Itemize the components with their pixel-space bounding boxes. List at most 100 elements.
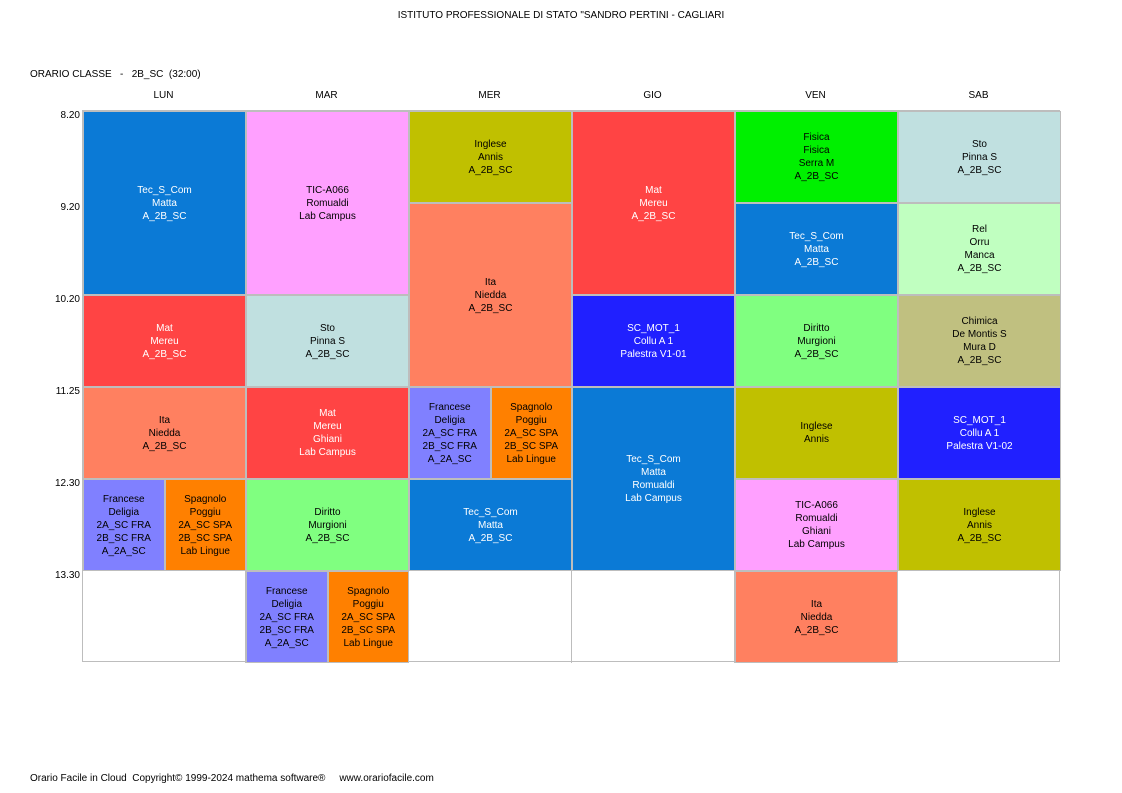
lesson-detail: Ghiani: [802, 526, 831, 537]
timetable-grid: Tec_S_Com Matta A_2B_SC Mat Mereu A_2B_SC Ita N…: [82, 110, 1061, 663]
lesson-detail: Matta: [640, 467, 666, 478]
lesson-cell: Tec_S_Com Matta A_2B_SC: [409, 479, 572, 571]
day-header: GIO: [643, 90, 662, 101]
lesson-cell: Fisica Fisica Serra M A_2B_SC: [735, 111, 898, 203]
lesson-subject: Spagnolo: [184, 493, 227, 505]
class-title: ORARIO CLASSE - 2B_SC (32:00): [30, 69, 201, 80]
lesson-detail: Lab Campus: [299, 447, 356, 458]
time-label: 11.25: [55, 386, 80, 397]
lesson-cell: SC_MOT_1 Collu A 1 Palestra V1-02: [898, 387, 1061, 479]
lesson-detail: Murgioni: [797, 335, 836, 347]
lesson-cell: Spagnolo Poggiu 2A_SC SPA 2B_SC SPA Lab Ling…: [164, 479, 246, 571]
lesson-cell: Diritto Murgioni A_2B_SC: [735, 295, 898, 387]
lesson-cell: Inglese Annis A_2B_SC: [409, 111, 572, 203]
school-title: ISTITUTO PROFESSIONALE DI STATO "SANDRO …: [397, 10, 725, 21]
lesson-detail: Annis: [966, 519, 992, 531]
lesson-detail: A_2B_SC: [142, 210, 187, 222]
lesson-detail: Pinna S: [309, 335, 345, 347]
lesson-detail: Matta: [803, 243, 829, 255]
lesson-subject: Diritto: [803, 322, 830, 334]
lesson-detail: Matta: [477, 519, 503, 531]
lesson-detail: Serra M: [798, 158, 835, 169]
lesson-cell: Tec_S_Com Matta A_2B_SC: [83, 111, 246, 295]
lesson-detail: Mura D: [963, 342, 996, 353]
lesson-detail: Deligia: [108, 506, 140, 518]
lesson-detail: Manca: [964, 250, 995, 261]
lesson-detail: Palestra V1-02: [946, 440, 1013, 452]
lesson-detail: Mereu: [639, 197, 668, 209]
day-header: SAB: [968, 90, 989, 101]
lesson-detail: Orru: [969, 237, 990, 248]
lesson-detail: Lab Campus: [299, 210, 356, 222]
lesson-detail: Romualdi: [306, 197, 349, 209]
lesson-detail: Niedda: [148, 427, 181, 439]
lesson-detail: Annis: [803, 434, 829, 445]
lesson-cell: Inglese Annis A_2B_SC: [898, 479, 1061, 571]
lesson-detail: A_2B_SC: [631, 210, 676, 222]
lesson-subject: Francese: [102, 493, 145, 505]
lesson-detail: Collu A 1: [633, 335, 674, 347]
lesson-cell: Francese Deligia 2A_SC FRA 2B_SC FRA A_2A_SC: [83, 479, 165, 571]
lesson-detail: Collu A 1: [959, 427, 1000, 439]
lesson-detail: 2B_SC SPA: [504, 440, 559, 452]
lesson-subject: Mat: [319, 408, 336, 419]
lesson-detail: A_2B_SC: [957, 355, 1002, 366]
lesson-subject: Sto: [971, 138, 987, 150]
lesson-subject: TIC-A066: [795, 500, 838, 511]
lesson-detail: 2B_SC SPA: [178, 532, 233, 544]
lesson-subject: Mat: [156, 322, 173, 334]
lesson-detail: Ghiani: [313, 434, 342, 445]
lesson-subject: Tec_S_Com: [137, 184, 192, 196]
lesson-detail: A_2B_SC: [468, 302, 513, 314]
lesson-subject: Inglese: [474, 138, 507, 150]
lesson-cell: Ita Niedda A_2B_SC: [409, 203, 572, 387]
lesson-detail: Romualdi: [632, 480, 675, 491]
lesson-detail: A_2A_SC: [427, 453, 472, 465]
lesson-detail: Matta: [151, 197, 177, 209]
time-label: 10.20: [54, 294, 80, 305]
time-label: 13.30: [54, 570, 80, 581]
lesson-detail: 2A_SC FRA: [96, 519, 151, 531]
lesson-cell: Diritto Murgioni A_2B_SC: [246, 479, 409, 571]
lesson-subject: Spagnolo: [510, 401, 553, 413]
lesson-subject: Francese: [428, 401, 471, 413]
footer-copyright: Orario Facile in Cloud Copyright© 1999-2…: [30, 773, 434, 784]
day-header: LUN: [153, 90, 174, 101]
lesson-cell: TIC-A066 Romualdi Ghiani Lab Campus: [735, 479, 898, 571]
lesson-detail: A_2B_SC: [305, 348, 350, 360]
lesson-subject: Tec_S_Com: [463, 506, 518, 518]
lesson-detail: Lab Campus: [788, 539, 845, 550]
lesson-cell: Mat Mereu Ghiani Lab Campus: [246, 387, 409, 479]
lesson-subject: Diritto: [314, 506, 341, 518]
lesson-detail: Fisica: [803, 145, 830, 156]
lesson-cell: Tec_S_Com Matta A_2B_SC: [735, 203, 898, 295]
lesson-detail: Lab Lingue: [180, 545, 230, 557]
day-header: MAR: [315, 90, 338, 101]
lesson-detail: Mereu: [150, 335, 179, 347]
lesson-cell: Ita Niedda A_2B_SC: [83, 387, 246, 479]
lesson-subject: Inglese: [800, 421, 833, 432]
lesson-subject: Rel: [971, 224, 987, 235]
day-header: MER: [478, 90, 501, 101]
lesson-cell: Tec_S_Com Matta Romualdi Lab Campus: [572, 387, 735, 571]
lesson-subject: Ita: [158, 414, 171, 426]
lesson-detail: 2A_SC SPA: [178, 519, 233, 531]
lesson-detail: Romualdi: [795, 513, 838, 524]
lesson-cell: Inglese Annis: [735, 387, 898, 479]
lesson-detail: A_2B_SC: [957, 164, 1002, 176]
lesson-cell: Francese Deligia 2A_SC FRA 2B_SC FRA A_2A_SC: [409, 387, 491, 479]
lesson-subject: SC_MOT_1: [953, 414, 1006, 426]
lesson-detail: A_2A_SC: [101, 545, 146, 557]
lesson-detail: 2B_SC SPA: [341, 624, 396, 636]
lesson-cell: TIC-A066 Romualdi Lab Campus: [246, 111, 409, 295]
lesson-detail: Deligia: [271, 598, 303, 610]
lesson-detail: Pinna S: [961, 151, 997, 163]
lesson-detail: Poggiu: [189, 506, 221, 518]
lesson-subject: Tec_S_Com: [789, 230, 844, 242]
lesson-subject: Tec_S_Com: [626, 454, 681, 465]
lesson-cell: Sto Pinna S A_2B_SC: [246, 295, 409, 387]
lesson-detail: 2A_SC FRA: [259, 611, 314, 623]
lesson-detail: A_2B_SC: [794, 348, 839, 360]
time-label: 8.20: [60, 110, 80, 121]
lesson-subject: Sto: [319, 322, 335, 334]
